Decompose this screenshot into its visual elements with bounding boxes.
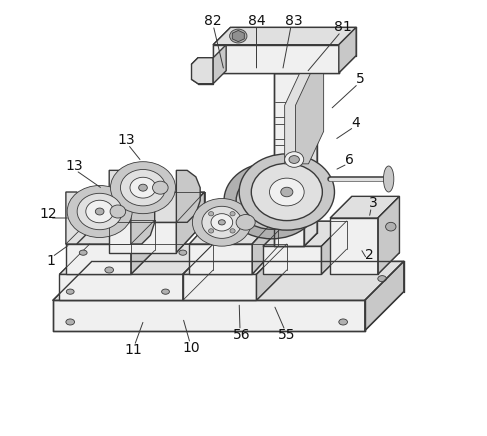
Polygon shape <box>183 244 213 300</box>
Polygon shape <box>285 73 311 164</box>
Polygon shape <box>304 60 317 246</box>
Polygon shape <box>66 220 155 244</box>
Text: 4: 4 <box>352 116 360 129</box>
Polygon shape <box>109 170 133 222</box>
Text: 13: 13 <box>118 133 135 147</box>
Ellipse shape <box>208 211 214 216</box>
Polygon shape <box>321 221 347 274</box>
Text: 1: 1 <box>46 254 55 268</box>
Ellipse shape <box>95 208 104 215</box>
Text: 13: 13 <box>66 159 83 173</box>
Ellipse shape <box>230 229 235 233</box>
Ellipse shape <box>281 187 293 197</box>
Ellipse shape <box>110 205 126 218</box>
Ellipse shape <box>66 289 74 294</box>
Text: 6: 6 <box>345 153 354 167</box>
Ellipse shape <box>66 319 75 325</box>
Polygon shape <box>109 192 205 222</box>
Ellipse shape <box>105 267 113 273</box>
Ellipse shape <box>339 319 347 325</box>
Ellipse shape <box>230 29 247 43</box>
Ellipse shape <box>230 211 235 216</box>
Polygon shape <box>213 27 356 45</box>
Ellipse shape <box>289 156 300 164</box>
Ellipse shape <box>224 163 319 239</box>
Ellipse shape <box>269 178 304 206</box>
Ellipse shape <box>130 177 156 198</box>
Polygon shape <box>109 222 176 252</box>
Ellipse shape <box>386 222 396 231</box>
Polygon shape <box>252 216 278 274</box>
Ellipse shape <box>152 181 168 194</box>
Ellipse shape <box>162 289 169 294</box>
Polygon shape <box>213 45 226 84</box>
Text: 3: 3 <box>369 196 378 210</box>
Ellipse shape <box>208 229 214 233</box>
Ellipse shape <box>236 215 255 230</box>
Polygon shape <box>330 218 378 274</box>
Ellipse shape <box>139 184 148 191</box>
Polygon shape <box>263 221 347 246</box>
Ellipse shape <box>383 166 394 192</box>
Polygon shape <box>232 31 244 42</box>
Ellipse shape <box>179 250 187 255</box>
Text: 11: 11 <box>124 343 142 357</box>
Polygon shape <box>176 192 205 252</box>
Polygon shape <box>53 300 365 330</box>
Polygon shape <box>263 246 321 274</box>
Text: 82: 82 <box>205 14 222 28</box>
Polygon shape <box>339 27 356 73</box>
Polygon shape <box>274 73 304 246</box>
Text: 83: 83 <box>284 14 302 28</box>
Polygon shape <box>66 192 90 244</box>
Ellipse shape <box>67 185 132 238</box>
Text: 2: 2 <box>365 248 374 262</box>
Ellipse shape <box>211 214 233 231</box>
Ellipse shape <box>285 152 304 167</box>
Ellipse shape <box>202 206 242 238</box>
Polygon shape <box>59 244 213 274</box>
Ellipse shape <box>251 164 322 221</box>
Text: 56: 56 <box>232 328 250 342</box>
Text: 5: 5 <box>356 72 365 86</box>
Polygon shape <box>296 73 324 164</box>
Polygon shape <box>330 196 399 218</box>
Ellipse shape <box>192 198 251 246</box>
Ellipse shape <box>77 193 122 230</box>
Polygon shape <box>59 274 183 300</box>
Text: 55: 55 <box>278 328 296 342</box>
Ellipse shape <box>218 220 225 225</box>
Polygon shape <box>213 45 339 73</box>
Ellipse shape <box>236 172 307 229</box>
Ellipse shape <box>79 250 87 255</box>
Polygon shape <box>189 216 278 244</box>
Text: 12: 12 <box>40 207 57 221</box>
Polygon shape <box>365 261 404 330</box>
Polygon shape <box>257 244 287 300</box>
Text: 84: 84 <box>248 14 265 28</box>
Polygon shape <box>176 170 200 222</box>
Ellipse shape <box>239 154 335 230</box>
Polygon shape <box>191 58 213 84</box>
Polygon shape <box>183 244 287 274</box>
Polygon shape <box>189 244 252 274</box>
Ellipse shape <box>111 162 175 214</box>
Polygon shape <box>183 274 257 300</box>
Polygon shape <box>378 196 399 274</box>
Ellipse shape <box>86 200 113 223</box>
Text: 10: 10 <box>183 341 200 355</box>
Text: 81: 81 <box>334 20 352 34</box>
Polygon shape <box>53 261 404 300</box>
Polygon shape <box>131 192 155 244</box>
Polygon shape <box>131 220 155 274</box>
Ellipse shape <box>378 276 387 282</box>
Ellipse shape <box>120 170 166 206</box>
Polygon shape <box>66 244 131 274</box>
